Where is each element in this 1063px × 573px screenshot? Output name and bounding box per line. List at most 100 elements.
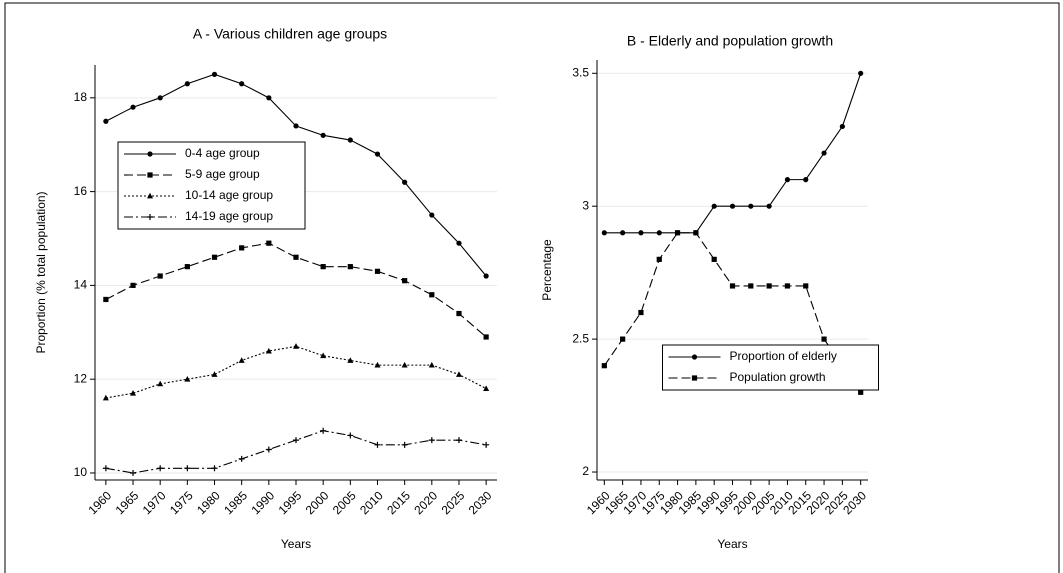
point (748, 283, 754, 289)
x-tick-label: 2020 (411, 488, 440, 517)
point (211, 371, 218, 377)
point (711, 256, 717, 262)
point (102, 465, 109, 472)
y-tick-label: 16 (74, 184, 88, 198)
point (320, 427, 327, 434)
point (656, 256, 662, 262)
point (401, 361, 408, 368)
x-tick-label: 1970 (140, 488, 169, 517)
point (729, 203, 736, 209)
legend-label: 10-14 age group (185, 188, 273, 202)
point (483, 334, 489, 340)
point (483, 385, 490, 391)
point (748, 203, 754, 209)
point (766, 283, 772, 289)
x-tick-label: 1985 (221, 488, 250, 517)
point (456, 310, 462, 317)
point (729, 283, 736, 289)
point (211, 254, 218, 260)
point (638, 309, 644, 316)
point (293, 437, 299, 444)
x-tick-label: 1965 (113, 488, 142, 517)
point (130, 104, 136, 110)
point (402, 278, 408, 284)
y-tick-label: 2 (582, 464, 589, 478)
x-axis-label: Years (281, 537, 311, 551)
point (211, 71, 218, 77)
x-tick-label: 1995 (276, 488, 305, 517)
point (656, 230, 662, 236)
x-tick-label: 1960 (85, 488, 114, 517)
legend-label: Population growth (730, 370, 826, 384)
point (711, 203, 717, 209)
x-tick-label: 1980 (194, 488, 223, 517)
point (293, 254, 299, 260)
point (184, 465, 191, 472)
point (402, 179, 408, 185)
point (601, 363, 607, 369)
legend-marker (691, 354, 698, 360)
y-tick-label: 3.5 (572, 65, 589, 79)
point (347, 137, 353, 143)
point (803, 283, 809, 289)
point (429, 292, 435, 298)
point (620, 230, 626, 236)
point (184, 375, 191, 382)
point (103, 118, 109, 124)
point (839, 123, 845, 130)
point (821, 150, 827, 156)
x-tick-label: 1975 (167, 488, 196, 517)
point (483, 441, 490, 448)
point (455, 437, 462, 444)
legend-marker (691, 375, 698, 381)
chart-title: B - Elderly and population growth (627, 33, 833, 49)
point (320, 132, 326, 138)
point (428, 437, 435, 444)
legend-box (117, 141, 306, 230)
x-tick-label: 1990 (248, 488, 277, 517)
point (157, 380, 164, 387)
point (674, 230, 681, 236)
point (211, 465, 218, 472)
point (130, 390, 137, 396)
point (456, 240, 462, 246)
legend-marker (147, 192, 153, 199)
legend-label: 5-9 age group (185, 167, 260, 181)
series-line (105, 430, 487, 474)
point (428, 361, 435, 368)
legend-box (662, 344, 879, 391)
point (821, 336, 827, 342)
x-tick-label: 2015 (384, 488, 413, 517)
chart-title: A - Various children age groups (193, 26, 387, 42)
y-tick-label: 3 (582, 198, 589, 212)
point (238, 357, 245, 363)
point (293, 123, 299, 129)
point (483, 273, 489, 279)
point (620, 336, 626, 342)
point (401, 441, 408, 448)
point (601, 230, 607, 236)
series-line (105, 345, 487, 399)
point (347, 432, 354, 439)
y-tick-label: 2.5 (572, 331, 589, 345)
point (238, 455, 245, 462)
point (130, 469, 137, 476)
legend-label: 14-19 age group (185, 209, 273, 223)
point (455, 371, 462, 377)
x-tick-label: 2000 (303, 488, 332, 517)
point (157, 465, 164, 472)
point (184, 264, 190, 270)
point (374, 151, 381, 157)
point (102, 394, 109, 401)
point (157, 95, 163, 101)
point (766, 203, 772, 209)
point (374, 361, 381, 368)
point (239, 245, 245, 251)
point (103, 296, 109, 303)
point (858, 70, 864, 76)
point (693, 230, 699, 236)
point (374, 441, 381, 448)
point (347, 264, 353, 270)
x-tick-label: 2010 (357, 488, 386, 517)
